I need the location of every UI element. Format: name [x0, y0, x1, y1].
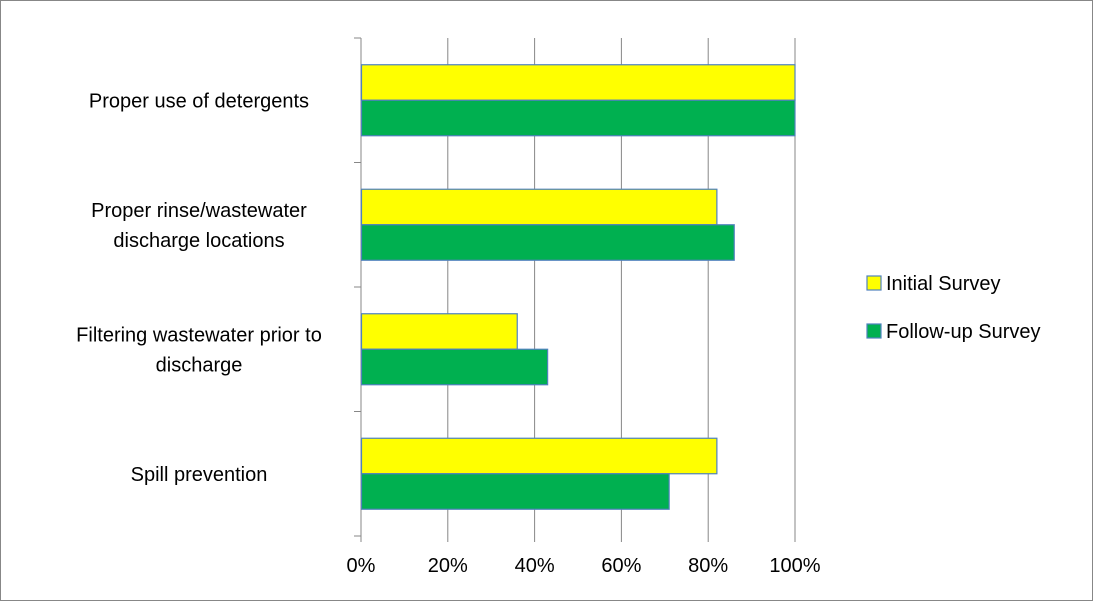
bar — [360, 313, 518, 350]
bar — [360, 224, 735, 261]
category-label: Proper use of detergents — [89, 90, 309, 112]
bar — [360, 473, 670, 510]
category-label: Spill prevention — [131, 464, 268, 486]
x-axis-tick-label: 40% — [515, 555, 555, 577]
bar — [360, 437, 718, 475]
category-label: discharge — [156, 354, 243, 376]
legend-label: Follow-up Survey — [886, 321, 1041, 343]
legend-label: Initial Survey — [886, 273, 1001, 295]
x-axis-tick-label: 80% — [688, 555, 728, 577]
legend-swatch — [866, 323, 882, 339]
x-axis-tick-label: 100% — [769, 555, 820, 577]
bar — [360, 64, 796, 101]
bar — [360, 99, 796, 137]
x-axis-tick-label: 0% — [347, 555, 376, 577]
bar — [360, 188, 718, 226]
legend-swatch — [866, 275, 882, 291]
category-label: discharge locations — [113, 230, 284, 252]
x-axis-tick-label: 60% — [601, 555, 641, 577]
category-label: Proper rinse/wastewater — [91, 200, 307, 222]
category-label: Filtering wastewater prior to — [76, 324, 322, 346]
x-axis-tick-label: 20% — [428, 555, 468, 577]
bar — [360, 348, 549, 386]
